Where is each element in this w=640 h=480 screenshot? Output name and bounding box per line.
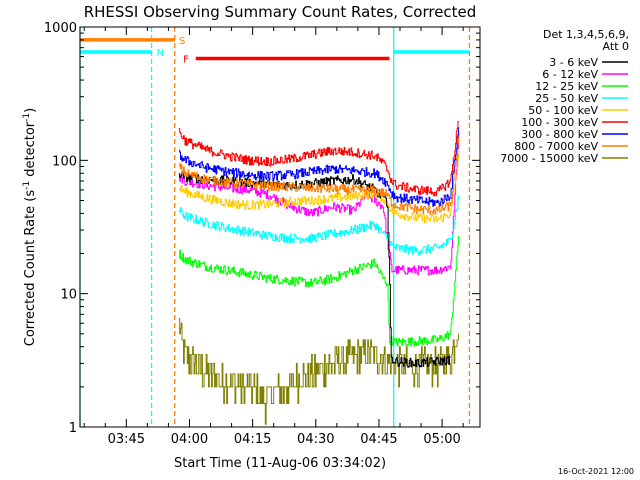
x-axis-label: Start Time (11-Aug-06 03:34:02) [174,456,386,471]
series-line-3 [178,195,460,256]
legend-label-5: 100 - 300 keV [521,116,598,129]
flag-label-flare: F [183,55,189,66]
legend-label-2: 12 - 25 keV [535,80,598,93]
x-axis: 03:45 04:00 04:15 04:30 04:45 05:00 [83,27,464,447]
flag-label-saa: S [179,36,185,47]
x-tick-label-5: 05:00 [423,432,460,447]
y-axis-label-mid: detector [23,121,38,181]
y-axis-label-sup1: -1 [22,181,32,190]
legend-label-6: 300 - 800 keV [521,128,598,141]
legend-label-4: 50 - 100 keV [528,104,598,117]
series-line-5 [178,121,460,197]
legend-label-8: 7000 - 15000 keV [500,152,598,165]
series-line-4 [178,154,460,224]
y-axis: 1 10 100 1000 [44,21,480,436]
legend-header-line2: Att 0 [603,40,629,53]
flag-label-night: N [157,48,164,59]
series-line-7 [178,135,460,215]
x-tick-label-3: 04:30 [297,432,334,447]
legend-label-0: 3 - 6 keV [549,56,598,69]
y-tick-label-3: 1000 [44,21,77,36]
y-axis-label: Corrected Count Rate (s-1 detector-1) [22,108,38,346]
legend-label-3: 25 - 50 keV [535,92,598,105]
x-tick-label-1: 04:00 [171,432,208,447]
plot-content: SF N [79,27,471,427]
y-axis-label-end: ) [23,108,38,113]
series-line-6 [178,127,460,207]
x-tick-label-2: 04:15 [234,432,271,447]
y-tick-label-1: 10 [60,288,77,303]
footer-date: 16-Oct-2021 12:00 [558,467,634,476]
y-axis-label-main: Corrected Count Rate (s [23,190,38,347]
y-tick-label-2: 100 [52,154,77,169]
x-tick-label-4: 04:45 [360,432,397,447]
legend-header-line1: Det 1,3,4,5,6,9, [543,28,629,41]
y-axis-label-sup2: -1 [22,113,32,122]
x-tick-label-0: 03:45 [108,432,145,447]
y-tick-label-0: 1 [69,421,77,436]
series-line-2 [178,236,460,347]
legend-label-1: 6 - 12 keV [542,68,598,81]
series-line-8 [178,318,460,425]
chart-title: RHESSI Observing Summary Count Rates, Co… [84,3,477,21]
legend-label-7: 800 - 7000 keV [514,140,598,153]
plot-frame [79,26,481,428]
